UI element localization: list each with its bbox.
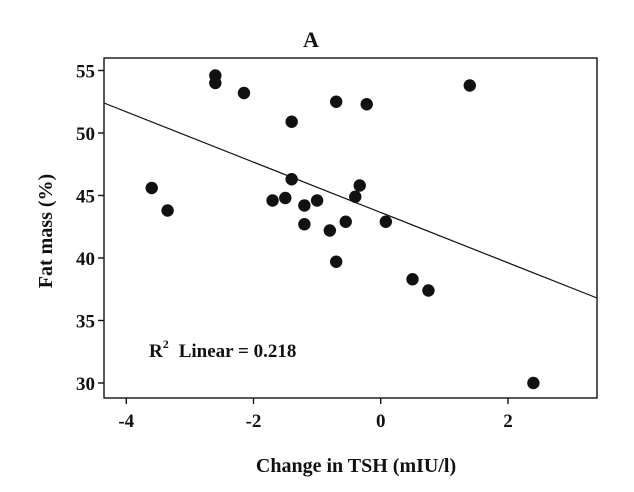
data-point xyxy=(339,215,352,228)
y-tick-label: 40 xyxy=(76,249,95,270)
data-point xyxy=(285,173,298,186)
x-axis-label: Change in TSH (mIU/l) xyxy=(256,455,456,477)
data-point xyxy=(298,218,311,231)
y-tick-label: 35 xyxy=(76,312,95,333)
data-point xyxy=(349,190,362,203)
y-tick-label: 45 xyxy=(76,187,95,208)
chart-title: A xyxy=(303,27,319,52)
data-point xyxy=(285,115,298,128)
data-point xyxy=(527,376,540,390)
y-tick-label: 30 xyxy=(76,374,95,395)
y-axis-label: Fat mass (%) xyxy=(35,174,57,288)
r-squared-annotation: R2 Linear = 0.218 xyxy=(149,337,296,362)
x-tick-label: -4 xyxy=(118,411,134,432)
data-point xyxy=(353,179,366,192)
y-tick-label: 50 xyxy=(76,124,95,145)
r-squared-superscript: 2 xyxy=(163,337,169,351)
data-point xyxy=(310,194,324,207)
data-point xyxy=(406,273,419,286)
data-point xyxy=(323,224,337,237)
data-point xyxy=(298,199,311,212)
data-point xyxy=(209,76,222,90)
data-point xyxy=(379,215,393,228)
y-tick-label: 55 xyxy=(76,62,95,83)
x-tick-label: 0 xyxy=(376,411,386,432)
data-point xyxy=(266,194,279,207)
data-point xyxy=(329,95,343,108)
r-squared-r: R xyxy=(149,341,163,362)
data-point xyxy=(422,284,435,297)
x-tick-label: 2 xyxy=(503,411,513,432)
plot-frame xyxy=(103,57,598,399)
data-points xyxy=(145,69,540,390)
data-point xyxy=(237,86,251,100)
data-point xyxy=(145,181,158,195)
data-point xyxy=(279,191,292,205)
axis-ticks: -4 -2 0 2 30 35 40 45 50 55 xyxy=(76,62,513,433)
data-point xyxy=(161,204,174,217)
x-tick-label: -2 xyxy=(246,411,262,432)
r-squared-text: Linear = 0.218 xyxy=(179,341,297,362)
plot-area xyxy=(103,57,598,399)
data-point xyxy=(329,255,343,268)
data-point xyxy=(463,79,476,92)
data-point xyxy=(360,98,373,111)
